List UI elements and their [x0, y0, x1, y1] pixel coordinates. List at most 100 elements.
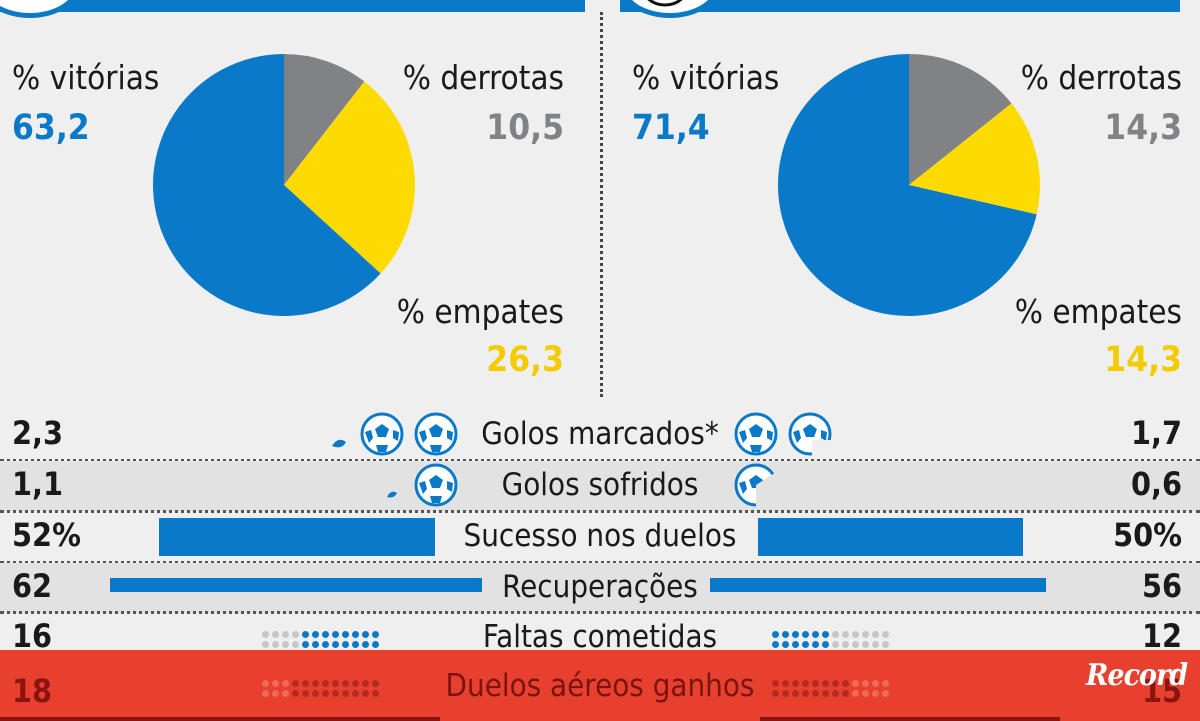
dot-empty — [262, 690, 269, 697]
dot-filled — [302, 641, 309, 648]
ball-fragment-icon — [387, 491, 397, 498]
right-team-logo — [620, 0, 720, 18]
dot-filled — [322, 680, 329, 687]
dot-filled — [812, 690, 819, 697]
dot-filled — [342, 631, 349, 638]
stat-label: Sucesso nos duelos — [463, 518, 737, 554]
left-dot-grid-duelos-aereos — [262, 680, 379, 697]
dot-filled — [312, 631, 319, 638]
row-separator — [0, 611, 1200, 614]
pie-slice-derrotas — [909, 54, 1012, 185]
dot-filled — [372, 641, 379, 648]
dot-empty — [272, 680, 279, 687]
dot-empty — [842, 641, 849, 648]
dot-empty — [832, 631, 839, 638]
left-value-derrotas: 10,5 — [486, 108, 564, 148]
soccer-ball-icon — [360, 412, 404, 456]
dot-filled — [802, 680, 809, 687]
right-value: 50% — [1113, 516, 1182, 554]
pie-slice-empates — [909, 103, 1040, 215]
left-bar — [110, 578, 482, 592]
dot-empty — [262, 631, 269, 638]
dot-filled — [302, 680, 309, 687]
dot-filled — [822, 641, 829, 648]
stat-row-recuperacoes: 62 Recuperações 56 — [0, 563, 1200, 613]
dot-row — [772, 641, 889, 648]
dot-filled — [332, 631, 339, 638]
dot-empty — [842, 631, 849, 638]
left-dot-grid — [262, 631, 379, 648]
dot-empty — [872, 680, 879, 687]
right-dot-grid-duelos-aereos — [772, 680, 889, 697]
dot-filled — [312, 641, 319, 648]
dot-filled — [372, 631, 379, 638]
dot-filled — [312, 690, 319, 697]
dot-empty — [272, 690, 279, 697]
left-value: 1,1 — [12, 465, 63, 503]
dot-filled — [322, 690, 329, 697]
dot-empty — [852, 641, 859, 648]
dot-filled — [332, 680, 339, 687]
dot-empty — [262, 680, 269, 687]
dot-filled — [782, 641, 789, 648]
dot-empty — [292, 641, 299, 648]
dot-filled — [772, 641, 779, 648]
dot-empty — [882, 641, 889, 648]
stat-row-golos-marcados: 2,3 Golos marcados* 1,7 — [0, 410, 1200, 460]
dot-filled — [792, 690, 799, 697]
stat-row-faltas-cometidas: 16 Faltas cometidas 12 — [0, 613, 1200, 663]
left-value-vitorias: 63,2 — [12, 108, 90, 148]
dot-filled — [802, 641, 809, 648]
left-label-vitorias: % vitórias — [12, 58, 160, 97]
left-value: 62 — [12, 567, 53, 605]
pie-slice-vitórias — [777, 54, 1037, 317]
right-value-derrotas: 14,3 — [1104, 108, 1182, 148]
dot-empty — [852, 631, 859, 638]
dot-filled — [332, 641, 339, 648]
partial-soccer-ball-icon — [788, 412, 832, 456]
right-dot-grid — [772, 631, 889, 648]
dot-filled — [792, 631, 799, 638]
dot-filled — [292, 690, 299, 697]
dot-filled — [832, 690, 839, 697]
dot-filled — [822, 680, 829, 687]
right-label-derrotas: % derrotas — [1020, 58, 1182, 97]
dot-filled — [362, 690, 369, 697]
right-value: 12 — [1141, 617, 1182, 655]
red-bottom-line-left — [0, 717, 440, 721]
right-value: 1,7 — [1131, 414, 1182, 452]
ball-fragment-icon — [332, 439, 346, 448]
record-logo: Record — [1086, 658, 1188, 693]
dot-row — [262, 641, 379, 648]
dot-empty — [282, 631, 289, 638]
right-bar — [758, 518, 1023, 556]
dot-empty — [852, 690, 859, 697]
dot-empty — [872, 641, 879, 648]
dot-filled — [812, 641, 819, 648]
dot-empty — [882, 690, 889, 697]
dot-filled — [362, 680, 369, 687]
dot-filled — [812, 631, 819, 638]
dot-filled — [352, 641, 359, 648]
soccer-ball-icon — [414, 463, 458, 507]
dot-filled — [832, 680, 839, 687]
left-value-duelos-aereos: 18 — [12, 672, 53, 710]
dot-filled — [782, 680, 789, 687]
stat-label-duelos-aereos: Duelos aéreos ganhos — [445, 668, 755, 704]
left-value: 2,3 — [12, 414, 63, 452]
dot-filled — [792, 641, 799, 648]
dot-filled — [342, 690, 349, 697]
row-separator — [0, 459, 1200, 462]
dot-empty — [832, 641, 839, 648]
dot-filled — [822, 690, 829, 697]
left-value-empates: 26,3 — [486, 340, 564, 380]
dot-row — [262, 690, 379, 697]
dot-filled — [342, 641, 349, 648]
dot-filled — [322, 641, 329, 648]
dot-empty — [262, 641, 269, 648]
dot-filled — [332, 690, 339, 697]
dot-row — [262, 680, 379, 687]
left-value: 52% — [12, 516, 81, 554]
dot-empty — [862, 690, 869, 697]
dot-filled — [772, 680, 779, 687]
